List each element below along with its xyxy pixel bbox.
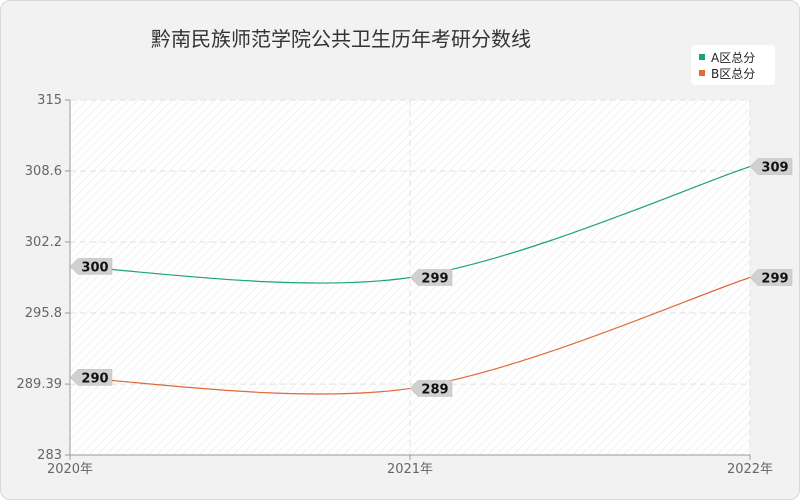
data-label: 289	[421, 382, 448, 397]
data-label-group: 299	[749, 269, 793, 287]
y-tick-label: 283	[37, 448, 62, 463]
legend-label-b: B区总分	[711, 66, 756, 81]
y-tick-label: 315	[37, 93, 62, 108]
chart-legend: A区总分 B区总分	[691, 45, 775, 85]
data-label: 300	[81, 260, 108, 275]
data-label: 290	[81, 371, 108, 386]
data-label-flag	[749, 269, 793, 286]
data-label: 309	[761, 161, 788, 176]
data-label-group: 309	[749, 158, 793, 176]
y-tick-label: 295.8	[25, 306, 62, 321]
data-label: 299	[421, 272, 448, 287]
data-label-flag	[69, 258, 113, 275]
y-tick-label: 302.2	[25, 235, 62, 250]
legend-item-a[interactable]: A区总分	[699, 49, 775, 65]
legend-swatch-a	[699, 54, 705, 60]
data-label-flag	[409, 380, 453, 397]
legend-swatch-b	[699, 70, 705, 76]
y-tick-label: 289.39	[17, 377, 63, 392]
data-label-flag	[69, 369, 113, 386]
chart-title: 黔南民族师范学院公共卫生历年考研分数线	[151, 27, 531, 51]
data-label-group: 289	[409, 380, 453, 397]
x-tick-label: 2021年	[387, 462, 433, 477]
data-label-flag	[409, 269, 453, 286]
y-tick-label: 308.6	[25, 164, 62, 179]
data-label-group: 290	[69, 369, 113, 386]
legend-item-b[interactable]: B区总分	[699, 65, 775, 81]
legend-label-a: A区总分	[711, 50, 756, 65]
data-label-group: 299	[409, 269, 453, 287]
data-label-flag	[749, 158, 793, 175]
x-tick-label: 2022年	[727, 462, 773, 477]
data-label: 299	[761, 272, 788, 287]
x-tick-label: 2020年	[47, 462, 93, 477]
data-label-group: 300	[69, 258, 113, 275]
